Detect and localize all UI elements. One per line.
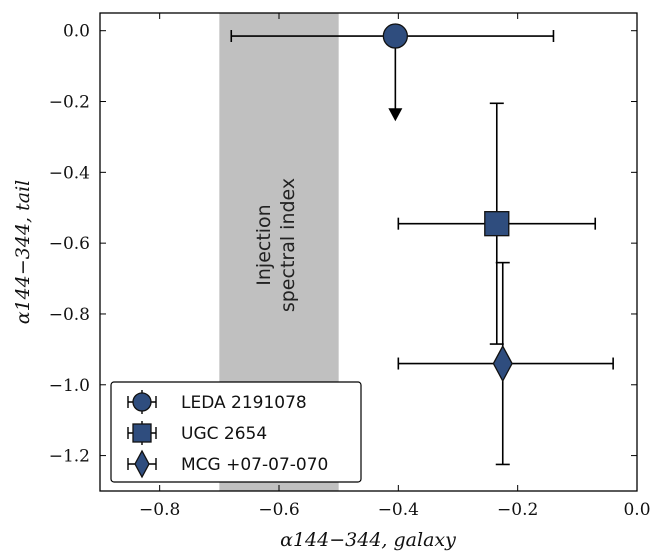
y-tick-label: −1.2 [49, 447, 90, 467]
y-tick-label: 0.0 [63, 22, 90, 42]
band-label-line1: Injection [253, 204, 275, 285]
legend-entry-label: LEDA 2191078 [181, 393, 307, 413]
x-tick-label: −0.6 [258, 500, 299, 520]
y-tick-label: −1.0 [49, 376, 90, 396]
y-tick-label: −0.4 [49, 163, 90, 183]
legend-entry-label: UGC 2654 [181, 424, 267, 444]
plot-frame [99, 12, 638, 492]
y-tick-label: −0.2 [49, 93, 90, 113]
data-point-diamond [492, 344, 513, 383]
legend-entry-label: MCG +07-07-070 [181, 455, 328, 475]
legend-marker-square [132, 423, 152, 443]
data-point-circle [382, 23, 409, 49]
legend-box [110, 381, 362, 483]
x-axis-label: α144−344, galaxy [280, 529, 456, 551]
x-tick-label: 0.0 [623, 500, 650, 520]
legend-marker-circle [132, 392, 152, 412]
y-axis-label: α144−344, tail [12, 180, 34, 324]
data-point-square [484, 211, 510, 237]
x-tick-label: −0.4 [378, 500, 419, 520]
x-tick-label: −0.8 [139, 500, 180, 520]
y-tick-label: −0.8 [49, 305, 90, 325]
x-tick-label: −0.2 [497, 500, 538, 520]
upper-limit-arrow [388, 108, 403, 122]
legend-marker-diamond [134, 449, 150, 479]
band-label-line2: spectral index [277, 178, 299, 312]
y-tick-label: −0.6 [49, 234, 90, 254]
